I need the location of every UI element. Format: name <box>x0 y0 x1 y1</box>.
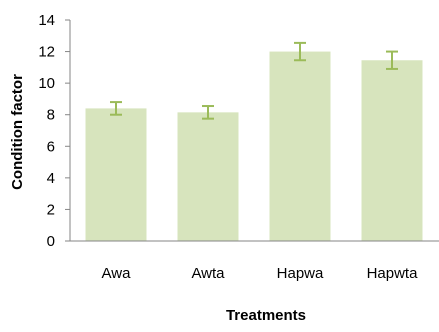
x-ticks-layer: Awa Awta Hapwa Hapwta <box>102 265 419 282</box>
error-bar-awa <box>110 101 122 116</box>
y-tick-label: 12 <box>38 44 55 61</box>
bar-hapwa <box>269 51 331 242</box>
error-bar-hapwta <box>386 50 398 70</box>
y-tick-label: 6 <box>47 138 55 155</box>
bar-awta <box>177 112 239 241</box>
x-tick-label: Awa <box>102 265 132 282</box>
error-bar-hapwa <box>294 41 306 62</box>
y-axis-title: Condition factor <box>9 74 26 190</box>
error-bars-layer <box>110 41 398 120</box>
x-tick-label: Hapwa <box>277 265 324 282</box>
y-tick-label: 8 <box>47 107 55 124</box>
bars-layer <box>85 51 423 242</box>
y-ticks-layer: 0 2 4 6 8 10 12 14 <box>38 12 70 250</box>
axes-layer <box>69 20 439 242</box>
y-tick-label: 14 <box>38 12 55 29</box>
bar-hapwta <box>361 60 423 241</box>
y-tick-label: 0 <box>47 233 55 250</box>
x-tick-label: Hapwta <box>367 265 419 282</box>
y-tick-label: 4 <box>47 170 55 187</box>
error-bar-awta <box>202 105 214 120</box>
bar-awa <box>85 108 147 242</box>
x-axis-title: Treatments <box>226 307 306 324</box>
y-tick-label: 10 <box>38 75 55 92</box>
y-tick-label: 2 <box>47 201 55 218</box>
x-tick-label: Awta <box>191 265 225 282</box>
